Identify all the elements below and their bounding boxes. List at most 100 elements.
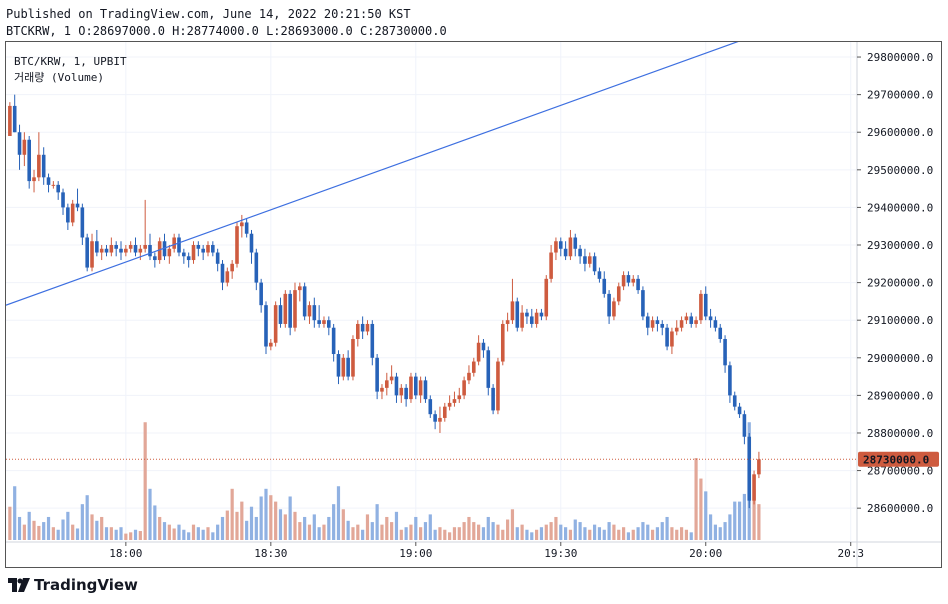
candle[interactable] — [708, 316, 713, 321]
candle[interactable] — [182, 252, 186, 257]
candle[interactable] — [66, 207, 70, 223]
candle[interactable] — [336, 354, 341, 377]
candle[interactable] — [240, 222, 244, 227]
candle[interactable] — [12, 105, 17, 133]
candle[interactable] — [75, 203, 80, 208]
candle[interactable] — [312, 305, 317, 321]
candle[interactable] — [124, 248, 128, 253]
candle[interactable] — [457, 395, 462, 400]
candle[interactable] — [384, 380, 389, 388]
candle[interactable] — [510, 301, 515, 321]
candle[interactable] — [587, 256, 592, 264]
candle[interactable] — [56, 184, 60, 193]
candle[interactable] — [486, 350, 491, 388]
candle[interactable] — [201, 248, 205, 253]
candle[interactable] — [665, 327, 669, 347]
tradingview-logo[interactable]: TradingView — [8, 576, 138, 594]
candle[interactable] — [713, 320, 718, 328]
candle[interactable] — [612, 301, 616, 317]
candle[interactable] — [327, 320, 331, 328]
candle[interactable] — [544, 278, 549, 317]
candle[interactable] — [568, 237, 573, 257]
candle[interactable] — [554, 241, 558, 253]
candle[interactable] — [641, 290, 645, 317]
candle[interactable] — [322, 320, 326, 324]
candle[interactable] — [616, 286, 621, 302]
candle[interactable] — [99, 248, 104, 253]
candle[interactable] — [346, 357, 350, 377]
candle[interactable] — [563, 248, 568, 257]
candlestick-chart[interactable]: 29800000.0 29700000.0 29600000.0 29500000.0… — [6, 42, 941, 567]
candle[interactable] — [249, 233, 254, 253]
candle[interactable] — [723, 338, 727, 366]
candle[interactable] — [757, 459, 761, 475]
candle[interactable] — [90, 241, 94, 268]
candle[interactable] — [500, 323, 505, 362]
candle[interactable] — [172, 237, 176, 249]
candle[interactable] — [41, 154, 46, 178]
candle[interactable] — [539, 312, 544, 317]
candle[interactable] — [17, 132, 22, 155]
candle[interactable] — [549, 252, 553, 279]
candle[interactable] — [694, 320, 698, 324]
candle[interactable] — [399, 387, 404, 396]
candle[interactable] — [235, 226, 239, 264]
candle[interactable] — [626, 275, 631, 283]
candle[interactable] — [607, 293, 611, 317]
candle[interactable] — [148, 245, 152, 257]
candle[interactable] — [438, 417, 442, 422]
candle[interactable] — [22, 139, 27, 155]
candle[interactable] — [360, 323, 365, 332]
candle[interactable] — [703, 293, 708, 317]
candle[interactable] — [413, 376, 418, 396]
candle[interactable] — [674, 327, 679, 332]
candle[interactable] — [442, 406, 447, 418]
candle[interactable] — [689, 316, 694, 324]
candle[interactable] — [288, 293, 292, 328]
candle[interactable] — [230, 263, 234, 272]
candle[interactable] — [481, 342, 486, 351]
candle[interactable] — [27, 139, 31, 182]
candle[interactable] — [244, 222, 249, 234]
candle[interactable] — [631, 278, 636, 283]
candle[interactable] — [365, 323, 370, 332]
candle[interactable] — [37, 154, 41, 178]
candle[interactable] — [211, 245, 215, 253]
candle[interactable] — [196, 245, 201, 249]
candle[interactable] — [80, 207, 85, 238]
candle[interactable] — [597, 271, 602, 279]
candle[interactable] — [298, 286, 302, 291]
candle[interactable] — [95, 241, 99, 253]
candle[interactable] — [404, 387, 408, 400]
candle[interactable] — [645, 316, 650, 328]
candle[interactable] — [660, 323, 665, 328]
candle[interactable] — [409, 376, 413, 400]
candle[interactable] — [394, 376, 399, 396]
candle[interactable] — [621, 275, 626, 287]
candle[interactable] — [191, 245, 196, 261]
candle[interactable] — [186, 256, 191, 261]
candle[interactable] — [302, 286, 307, 317]
candle[interactable] — [558, 241, 563, 249]
candle[interactable] — [85, 237, 89, 268]
candle[interactable] — [215, 252, 220, 264]
candle[interactable] — [737, 406, 742, 415]
candle[interactable] — [283, 293, 288, 324]
candle[interactable] — [138, 248, 143, 253]
candle[interactable] — [356, 323, 360, 339]
candle[interactable] — [389, 376, 394, 381]
candle[interactable] — [496, 361, 500, 411]
candle[interactable] — [317, 320, 321, 324]
candle[interactable] — [370, 323, 375, 358]
candle[interactable] — [331, 327, 336, 355]
candle[interactable] — [51, 184, 56, 186]
candle[interactable] — [70, 203, 75, 223]
candle[interactable] — [529, 316, 534, 324]
candle[interactable] — [293, 290, 297, 328]
candle[interactable] — [153, 256, 157, 261]
candle[interactable] — [525, 312, 529, 317]
candle[interactable] — [670, 331, 674, 347]
candle[interactable] — [128, 245, 133, 249]
candle[interactable] — [462, 380, 466, 396]
candle[interactable] — [220, 263, 225, 283]
